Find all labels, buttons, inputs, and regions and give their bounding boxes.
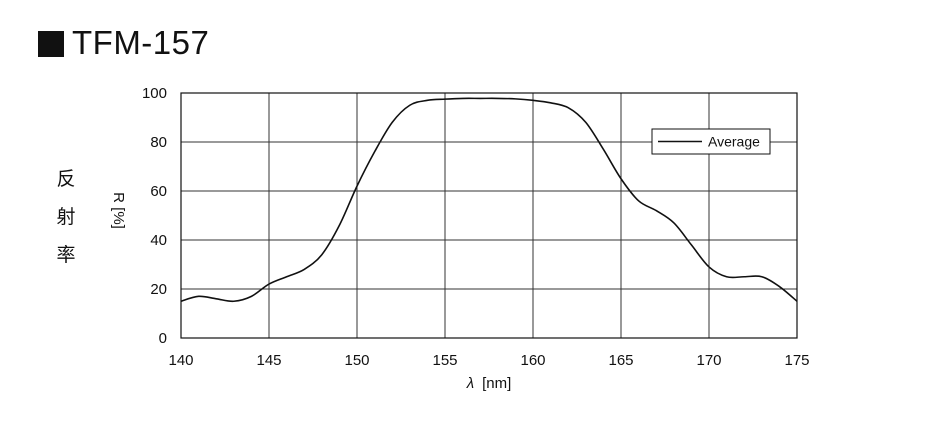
plot-frame [180, 92, 798, 339]
side-label-char: 反 [56, 168, 76, 190]
title-square-icon [38, 31, 64, 57]
x-tick-label: 145 [256, 352, 281, 369]
y-tick-label: 40 [150, 232, 167, 249]
series-line-average [180, 97, 798, 303]
x-tick-label: 160 [520, 352, 545, 369]
chart-title: TFM-157 [38, 18, 209, 68]
x-tick-label: 170 [696, 352, 721, 369]
y-tick-label: 20 [150, 281, 167, 298]
x-tick-label: 175 [784, 352, 809, 369]
x-tick-label: 155 [432, 352, 457, 369]
legend-label: Average [708, 134, 760, 150]
chart-title-text: TFM-157 [72, 24, 210, 61]
side-label-char: 射 [56, 206, 76, 228]
y-tick-label: 100 [142, 85, 167, 102]
y-tick-label: 0 [159, 330, 167, 347]
y-tick-label: 80 [150, 134, 167, 151]
x-axis-title: λ [nm] [466, 375, 512, 392]
y-axis-title: R [%] [110, 192, 127, 229]
y-tick-label: 60 [150, 183, 167, 200]
x-tick-label: 150 [344, 352, 369, 369]
x-tick-label: 165 [608, 352, 633, 369]
side-label-char: 率 [56, 244, 76, 266]
x-tick-label: 140 [168, 352, 193, 369]
side-label-reflectance: 反 射 率 [52, 160, 80, 274]
